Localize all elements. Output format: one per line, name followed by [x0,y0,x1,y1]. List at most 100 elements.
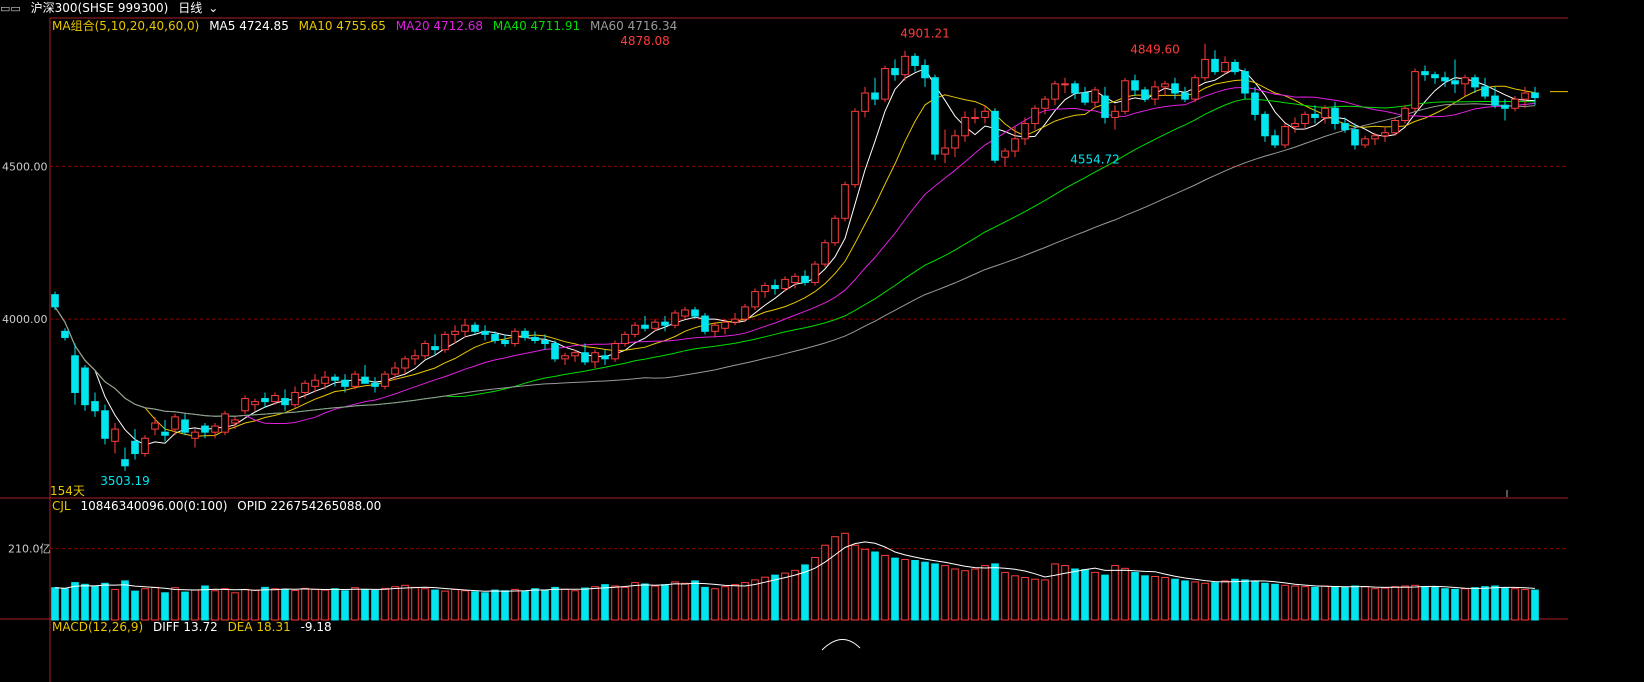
volume-bar [661,584,669,621]
candle-body [1361,138,1369,146]
volume-bar [1051,563,1059,621]
candle-body [81,367,89,406]
candle-body [601,355,609,360]
ma20-line [54,86,1536,424]
volume-bar [431,589,439,621]
window-switch-icon[interactable]: ▭▭ [0,2,21,15]
candle-body [541,340,549,345]
volume-value: 10846340096.00(0:100) [80,499,228,513]
candle-body [1401,107,1409,122]
volume-bar [161,592,169,621]
volume-bar [851,544,859,621]
volume-bar [891,557,899,621]
volume-indicator-name[interactable]: CJL [52,499,71,513]
period-selector[interactable]: 日线 ⌄ [178,1,219,15]
candle-body [341,379,349,387]
candle-body [1031,107,1039,125]
volume-bar [1211,582,1219,621]
volume-bar [1331,586,1339,621]
ma-legend-group[interactable]: MA组合(5,10,20,40,60,0) [52,19,200,33]
candle-body [491,333,499,341]
candle-body [241,398,249,412]
volume-bar [1441,588,1449,621]
macd-indicator-name[interactable]: MACD(12,26,9) [52,620,144,634]
volume-bar [1411,584,1419,621]
candle-body [881,68,889,100]
candle-body [221,413,229,433]
candle-body [141,437,149,455]
candle-body [1301,113,1309,125]
candle-body [791,275,799,283]
volume-bar [301,587,309,621]
volume-bar [581,587,589,621]
candle-body [461,324,469,332]
candle-body [611,343,619,360]
volume-bar [81,583,89,621]
volume-bar [1301,586,1309,621]
candle-body [941,147,949,155]
candle-body [1531,92,1539,99]
candle-body [91,401,99,412]
volume-bar [1381,587,1389,621]
candle-body [761,285,769,293]
candle-body [1081,92,1089,103]
volume-bar [821,544,829,621]
candle-body [1011,138,1019,152]
volume-bar [871,551,879,621]
symbol-title[interactable]: 沪深300(SHSE 999300) [30,1,169,15]
candle-body [1451,80,1459,85]
volume-bar [621,586,629,621]
dea-value: DEA 18.31 [227,620,291,634]
volume-bar [511,588,519,621]
candle-body [631,324,639,335]
candle-body [781,278,789,290]
volume-bar [1091,571,1099,621]
candle-body [1311,113,1319,118]
candle-body [1331,107,1339,125]
candle-body [581,352,589,363]
volume-bar [801,564,809,621]
candle-body [401,358,409,369]
volume-bar [861,548,869,621]
volume-bar [1181,580,1189,621]
ma60-legend: MA60 4716.34 [589,19,678,33]
candle-body [151,422,159,430]
candle-body [1071,83,1079,94]
volume-bar [711,588,719,621]
volume-bar [1061,565,1069,621]
volume-bar [1251,581,1259,621]
candle-body [1461,77,1469,85]
volume-bar [221,588,229,621]
candle-body [1221,61,1229,73]
volume-bar [1001,571,1009,621]
ma-legend: MA组合(5,10,20,40,60,0) MA5 4724.85 MA10 4… [52,17,683,34]
volume-bar [1081,569,1089,621]
volume-bar [471,591,479,621]
volume-bar [411,586,419,621]
volume-bar [1071,568,1079,621]
ma10-line [54,79,1536,437]
volume-bar [721,586,729,621]
candle-body [261,398,269,403]
candle-body [361,376,369,384]
volume-bar [921,561,929,621]
volume-bar [1421,586,1429,621]
candle-body [1521,92,1529,100]
candle-body [131,440,139,455]
volume-bar [1261,582,1269,621]
candle-body [1151,86,1159,100]
candle-body [621,333,629,345]
days-count-label: 154天 [50,484,85,498]
volume-bar [611,585,619,621]
candle-body [691,309,699,317]
volume-bar [241,588,249,621]
volume-bar [211,590,219,621]
volume-bar [1201,582,1209,621]
candle-body [1441,77,1449,82]
candle-body [1231,61,1239,73]
volume-bar [311,588,319,621]
volume-bar [1531,589,1539,621]
candle-body [231,419,239,424]
candle-body [681,309,689,317]
